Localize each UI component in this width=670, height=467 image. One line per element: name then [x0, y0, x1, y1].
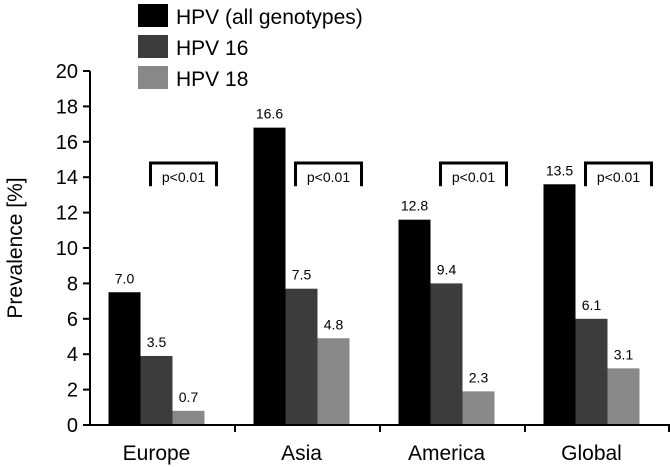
- y-tick-label: 12: [56, 203, 78, 225]
- y-tick-label: 10: [56, 238, 78, 260]
- legend-label: HPV (all genotypes): [176, 6, 363, 29]
- y-tick-label: 8: [67, 273, 78, 295]
- legend-swatch: [138, 35, 168, 58]
- bar: [607, 368, 640, 425]
- bar: [140, 355, 173, 425]
- data-label: 3.1: [614, 346, 634, 362]
- legend: HPV (all genotypes) HPV 16 HPV 18: [138, 4, 363, 91]
- y-tick-label: 16: [56, 132, 78, 154]
- bar: [285, 288, 318, 425]
- significance-label: p<0.01: [452, 169, 495, 185]
- bar: [398, 219, 431, 425]
- data-label: 2.3: [469, 369, 489, 385]
- bar: [430, 283, 463, 425]
- legend-swatch: [138, 66, 168, 89]
- significance-label: p<0.01: [307, 169, 350, 185]
- data-label: 16.6: [256, 106, 283, 122]
- significance-bracket: [439, 161, 508, 187]
- bar: [462, 391, 495, 425]
- bar: [575, 318, 608, 425]
- y-tick-label: 14: [56, 167, 78, 189]
- bar: [317, 338, 350, 425]
- data-label: 0.7: [179, 389, 199, 405]
- bars: 7.0 3.5 0.7 16.6 7.5 4.8 12.8 9.4 2.3 13.5 6.1 3.1: [108, 106, 640, 425]
- significance-label: p<0.01: [597, 169, 640, 185]
- y-tick-label: 4: [67, 344, 78, 366]
- significance-bracket: [294, 161, 363, 187]
- category-label: Global: [561, 442, 622, 465]
- significance-brackets: p<0.01 p<0.01 p<0.01 p<0.01: [149, 161, 653, 187]
- significance-bracket: [584, 161, 653, 187]
- legend-swatch: [138, 4, 168, 27]
- bar: [543, 184, 576, 425]
- y-axis: 0 2 4 6 8 10 12 14 16 18 20: [56, 61, 91, 437]
- y-tick-label: 0: [67, 415, 78, 437]
- significance-label: p<0.01: [162, 169, 205, 185]
- bar: [253, 127, 286, 425]
- data-label: 7.5: [292, 267, 312, 283]
- legend-label: HPV 18: [176, 68, 248, 91]
- data-label: 7.0: [115, 270, 135, 286]
- y-tick-label: 2: [67, 380, 78, 402]
- bar: [172, 410, 205, 425]
- category-label: Europe: [123, 442, 191, 465]
- y-axis-label: Prevalence [%]: [4, 177, 27, 318]
- data-label: 3.5: [147, 334, 167, 350]
- data-label: 13.5: [546, 162, 573, 178]
- category-label: Asia: [281, 442, 322, 465]
- significance-bracket: [149, 161, 218, 187]
- data-label: 12.8: [401, 198, 428, 214]
- y-tick-label: 18: [56, 96, 78, 118]
- data-label: 4.8: [324, 316, 344, 332]
- x-axis: Europe Asia America Global: [90, 424, 670, 465]
- y-tick-label: 20: [56, 61, 78, 83]
- category-label: America: [408, 442, 485, 465]
- data-label: 6.1: [582, 297, 602, 313]
- legend-label: HPV 16: [176, 37, 248, 60]
- y-tick-label: 6: [67, 309, 78, 331]
- data-label: 9.4: [437, 261, 457, 277]
- bar: [108, 292, 141, 425]
